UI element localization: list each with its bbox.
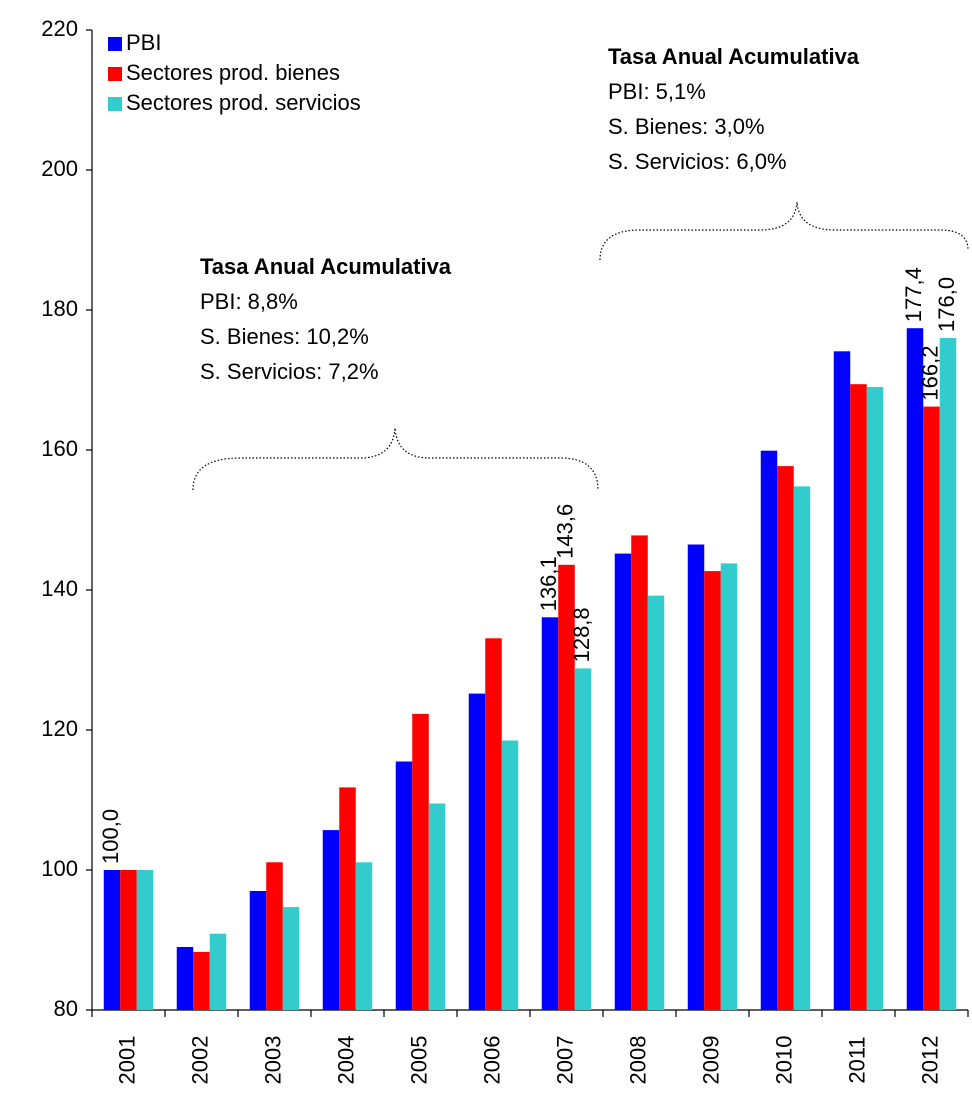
bar [249, 891, 267, 1010]
x-tick-label: 2004 [333, 1036, 358, 1085]
y-tick-label: 160 [41, 436, 78, 461]
bar [541, 617, 559, 1010]
bar [631, 535, 648, 1010]
x-tick-label: 2005 [406, 1036, 431, 1085]
bar [939, 338, 957, 1010]
bar [501, 740, 519, 1010]
bar [355, 862, 373, 1010]
y-tick-label: 200 [41, 156, 78, 181]
x-tick-label: 2011 [844, 1036, 869, 1083]
y-tick-label: 140 [41, 576, 78, 601]
x-tick-label: 2012 [917, 1036, 942, 1085]
bar [923, 406, 940, 1011]
legend-label: Sectores prod. bienes [126, 60, 340, 85]
bar [193, 951, 210, 1010]
bar [687, 544, 705, 1010]
bar [793, 486, 811, 1010]
x-tick-label: 2007 [552, 1036, 577, 1085]
annotation-line: PBI: 5,1% [608, 79, 706, 104]
data-label: 143,6 [552, 504, 577, 559]
annotation-brace [192, 427, 599, 491]
y-tick-label: 120 [41, 716, 78, 741]
bar [850, 384, 867, 1010]
bar [468, 693, 486, 1010]
bar [720, 563, 738, 1010]
annotation-brace [599, 201, 969, 261]
x-tick-label: 2001 [114, 1036, 139, 1085]
x-tick-label: 2003 [260, 1036, 285, 1085]
bar [412, 713, 429, 1010]
bar [395, 761, 413, 1010]
bar [485, 638, 502, 1010]
annotation-line: S. Bienes: 3,0% [608, 114, 765, 139]
bar [833, 351, 851, 1010]
bar [120, 870, 137, 1010]
legend-label: Sectores prod. servicios [126, 90, 361, 115]
bar [103, 870, 121, 1010]
bar [906, 328, 924, 1010]
annotation-line: PBI: 8,8% [200, 289, 298, 314]
bar [866, 387, 884, 1010]
bar [704, 571, 721, 1010]
annotation-line: S. Servicios: 6,0% [608, 149, 787, 174]
bar [614, 553, 632, 1010]
x-tick-label: 2006 [479, 1036, 504, 1085]
data-label: 166,2 [917, 346, 942, 401]
y-tick-label: 180 [41, 296, 78, 321]
annotation-title: Tasa Anual Acumulativa [200, 254, 452, 279]
bar [428, 803, 446, 1010]
data-label: 136,1 [536, 556, 561, 611]
annotation-line: S. Servicios: 7,2% [200, 359, 379, 384]
annotation-title: Tasa Anual Acumulativa [608, 44, 860, 69]
bar [266, 862, 283, 1010]
bar [777, 466, 794, 1011]
bar [282, 907, 300, 1010]
data-label: 176,0 [934, 277, 959, 332]
data-label: 177,4 [901, 267, 926, 322]
y-tick-label: 80 [54, 996, 78, 1021]
y-tick-label: 220 [41, 16, 78, 41]
bar [339, 787, 356, 1010]
annotation-line: S. Bienes: 10,2% [200, 324, 369, 349]
x-tick-label: 2002 [187, 1036, 212, 1085]
bar [760, 450, 778, 1010]
legend-swatch [108, 67, 122, 81]
bar [558, 564, 575, 1010]
bar [136, 870, 154, 1010]
bar [209, 933, 227, 1010]
legend-swatch [108, 97, 122, 111]
bar [647, 595, 665, 1010]
data-label: 100,0 [98, 809, 123, 864]
x-tick-label: 2010 [771, 1036, 796, 1085]
bar [574, 668, 592, 1010]
data-label: 128,8 [569, 607, 594, 662]
y-tick-label: 100 [41, 856, 78, 881]
bar [176, 947, 194, 1010]
legend-swatch [108, 37, 122, 51]
bar [322, 830, 340, 1010]
legend-label: PBI [126, 30, 161, 55]
x-tick-label: 2009 [698, 1036, 723, 1085]
x-tick-label: 2008 [625, 1036, 650, 1085]
